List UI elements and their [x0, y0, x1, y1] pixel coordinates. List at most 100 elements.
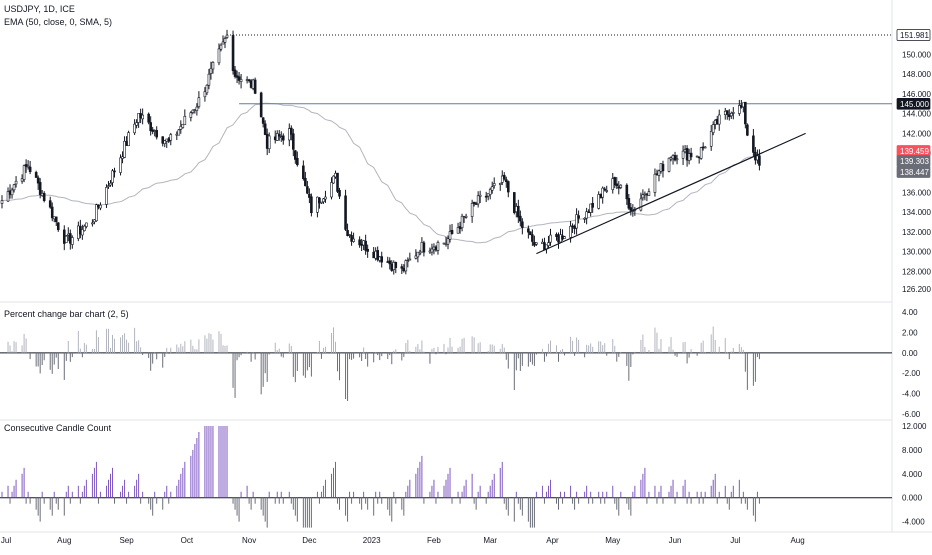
- candle: [458, 221, 462, 234]
- candle-body: [671, 155, 675, 160]
- candle-body: [322, 198, 325, 203]
- candle-body: [659, 163, 663, 172]
- candle-body: [515, 206, 518, 213]
- candle: [261, 117, 265, 128]
- candle: [488, 187, 492, 200]
- price-tick-label: 144.000: [902, 110, 931, 119]
- time-tick-label: Mar: [483, 536, 497, 545]
- candle: [292, 128, 295, 157]
- candle: [40, 190, 44, 197]
- candle: [219, 43, 223, 52]
- candle: [287, 123, 291, 147]
- candle-body: [683, 149, 687, 153]
- candle-body: [448, 231, 452, 240]
- candle: [0, 195, 4, 209]
- candle: [380, 251, 384, 268]
- candle-body: [653, 173, 657, 193]
- candle-body: [627, 198, 631, 209]
- pct-tick-label: 4.00: [902, 308, 918, 317]
- candle-body: [310, 196, 313, 214]
- candle: [62, 225, 66, 251]
- candle-body: [183, 115, 187, 126]
- candle: [408, 252, 412, 261]
- price-tick-label: 148.000: [902, 70, 931, 79]
- candle: [113, 167, 116, 178]
- candle: [189, 111, 193, 122]
- candle: [330, 177, 333, 200]
- candle-body: [527, 228, 530, 233]
- candle: [711, 121, 715, 136]
- candle-body: [667, 157, 671, 172]
- candle-body: [344, 195, 347, 230]
- candle: [695, 155, 699, 158]
- candle: [175, 131, 179, 141]
- ema-line: [1, 102, 760, 244]
- candle: [667, 157, 671, 173]
- candle-body: [109, 182, 112, 186]
- candle-body: [458, 226, 462, 230]
- candle-body: [225, 34, 229, 38]
- candle-body: [601, 187, 605, 198]
- time-tick-label: 2023: [363, 536, 381, 545]
- time-tick-label: Jun: [669, 536, 682, 545]
- candle: [99, 202, 102, 211]
- candle-body: [547, 242, 550, 246]
- candle-body: [643, 193, 647, 196]
- candle: [492, 177, 496, 189]
- candle-body: [127, 132, 130, 147]
- candle: [643, 191, 647, 201]
- time-tick-label: Jul: [1, 536, 11, 545]
- ema-legend[interactable]: EMA (50, close, 0, SMA, 5): [4, 17, 113, 27]
- candle: [151, 126, 154, 135]
- candle: [744, 101, 747, 129]
- time-tick-label: Feb: [427, 536, 441, 545]
- candle: [294, 149, 297, 164]
- candle: [504, 176, 508, 188]
- candle-body: [641, 194, 645, 199]
- candle-body: [450, 229, 454, 235]
- candle: [619, 184, 623, 190]
- pct-tick-label: -4.00: [902, 390, 921, 399]
- candle-body: [685, 148, 689, 161]
- candle-body: [555, 233, 558, 237]
- candle-body: [400, 266, 404, 269]
- candle: [372, 247, 375, 259]
- candle: [263, 120, 267, 136]
- candle: [613, 176, 617, 189]
- candle-body: [504, 179, 508, 183]
- candle: [221, 35, 225, 45]
- candle: [549, 228, 552, 246]
- candle: [597, 191, 600, 210]
- candle-body: [219, 44, 223, 50]
- candle-body: [155, 130, 158, 138]
- candle-body: [191, 109, 195, 113]
- candle-body: [742, 102, 745, 108]
- candle-body: [657, 170, 661, 176]
- pct-tick-label: 2.00: [902, 329, 918, 338]
- candle-body: [430, 248, 434, 253]
- candle-body: [352, 238, 355, 242]
- ccc-tick-label: 12.000: [902, 422, 927, 431]
- candle-body: [490, 186, 494, 191]
- candle: [723, 107, 727, 120]
- pct-panel-title[interactable]: Percent change bar chart (2, 5): [4, 309, 129, 319]
- candle: [531, 229, 534, 246]
- candle-body: [758, 155, 761, 166]
- candle-body: [111, 170, 114, 183]
- candle: [428, 247, 432, 254]
- candle: [42, 191, 46, 203]
- candle-body: [161, 136, 165, 144]
- candle-body: [502, 175, 506, 180]
- price-tag-label: 151.981: [900, 31, 929, 40]
- candle: [6, 187, 10, 202]
- candle-body: [205, 84, 209, 94]
- price-tick-label: 146.000: [902, 90, 931, 99]
- price-tag-label: 139.459: [900, 147, 929, 156]
- ccc-panel-title[interactable]: Consecutive Candle Count: [4, 423, 112, 433]
- candle: [571, 223, 574, 234]
- candle: [416, 251, 420, 263]
- candle: [432, 243, 436, 255]
- candle-body: [20, 178, 24, 182]
- candle-body: [296, 157, 299, 166]
- candle: [717, 109, 721, 131]
